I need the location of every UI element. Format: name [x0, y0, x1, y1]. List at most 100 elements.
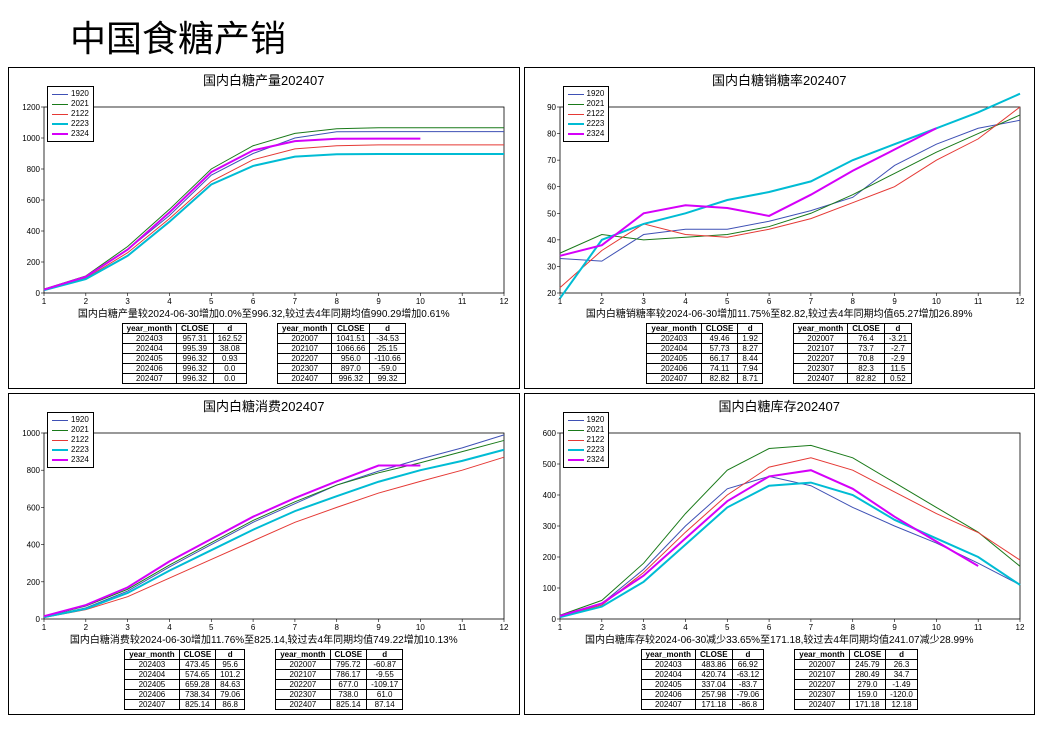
table-row: 202403483.8666.92: [641, 660, 764, 670]
legend-label: 2021: [71, 99, 89, 109]
col-header: CLOSE: [179, 650, 216, 660]
legend-item: 2122: [568, 109, 605, 119]
table-row: 202207279.0-1.49: [795, 680, 918, 690]
col-header: CLOSE: [848, 324, 885, 334]
table-row: 202405659.2884.63: [125, 680, 245, 690]
svg-text:5: 5: [209, 297, 214, 306]
svg-text:10: 10: [416, 623, 425, 632]
col-header: year_month: [278, 324, 332, 334]
table-row: 202207956.0-110.66: [278, 354, 406, 364]
svg-text:400: 400: [27, 227, 41, 236]
legend-label: 2324: [71, 129, 89, 139]
data-tables: year_monthCLOSEd202403473.4595.620240457…: [9, 647, 519, 714]
svg-text:12: 12: [500, 297, 509, 306]
chart-area: 国内白糖产量202407 020040060080010001200123456…: [9, 68, 519, 309]
svg-text:600: 600: [542, 429, 556, 438]
svg-text:12: 12: [1015, 623, 1024, 632]
svg-text:6: 6: [251, 297, 256, 306]
table-row: 20240566.178.44: [647, 354, 763, 364]
data-table: year_monthCLOSEd20240349.461.9220240457.…: [646, 323, 763, 384]
svg-text:11: 11: [458, 623, 467, 632]
svg-text:12: 12: [500, 623, 509, 632]
legend-item: 2223: [568, 119, 605, 129]
data-table: year_monthCLOSEd202403957.31162.52202404…: [122, 323, 247, 384]
legend: 1920 2021 2122 2223 2324: [563, 412, 610, 468]
table-row: 20210773.7-2.7: [793, 344, 911, 354]
col-header: d: [884, 324, 911, 334]
svg-text:5: 5: [725, 623, 730, 632]
legend-label: 2324: [71, 455, 89, 465]
data-table: year_monthCLOSEd20200776.4-3.2120210773.…: [793, 323, 912, 384]
table-row: 202207677.0-109.17: [276, 680, 403, 690]
svg-text:9: 9: [892, 623, 897, 632]
svg-text:3: 3: [641, 623, 646, 632]
legend-label: 1920: [587, 415, 605, 425]
legend-item: 1920: [568, 415, 605, 425]
table-row: 202404995.3938.08: [122, 344, 246, 354]
data-tables: year_monthCLOSEd202403957.31162.52202404…: [9, 321, 519, 388]
col-header: CLOSE: [701, 324, 738, 334]
data-table: year_monthCLOSEd202403473.4595.620240457…: [124, 649, 245, 710]
data-table: year_monthCLOSEd202007795.72-60.87202107…: [275, 649, 403, 710]
col-header: CLOSE: [696, 650, 733, 660]
svg-text:7: 7: [808, 297, 813, 306]
legend-label: 1920: [71, 415, 89, 425]
col-header: CLOSE: [330, 650, 367, 660]
svg-text:6: 6: [251, 623, 256, 632]
chart-area: 国内白糖消费202407 020040060080010001234567891…: [9, 394, 519, 635]
legend-label: 2122: [71, 109, 89, 119]
legend-label: 2021: [71, 425, 89, 435]
col-header: year_month: [125, 650, 179, 660]
svg-text:2: 2: [84, 297, 89, 306]
legend-item: 2324: [52, 455, 89, 465]
table-row: 202406738.3479.06: [125, 690, 245, 700]
table-row: 202407825.1487.14: [276, 700, 403, 710]
svg-text:800: 800: [27, 466, 41, 475]
chart-panel: 国内白糖库存202407 010020030040050060012345678…: [524, 393, 1036, 715]
svg-text:600: 600: [27, 196, 41, 205]
chart-panel: 国内白糖销糖率202407 20304050607080901234567891…: [524, 67, 1036, 389]
legend-label: 2223: [587, 119, 605, 129]
svg-text:2: 2: [599, 623, 604, 632]
svg-text:4: 4: [167, 623, 172, 632]
table-row: 202404420.74-63.12: [641, 670, 764, 680]
table-row: 202307159.0-120.0: [795, 690, 918, 700]
svg-text:200: 200: [27, 258, 41, 267]
svg-text:4: 4: [683, 623, 688, 632]
table-row: 202404574.65101.2: [125, 670, 245, 680]
svg-text:7: 7: [293, 297, 298, 306]
svg-text:1: 1: [42, 297, 47, 306]
svg-text:7: 7: [808, 623, 813, 632]
svg-text:600: 600: [27, 503, 41, 512]
legend: 1920 2021 2122 2223 2324: [47, 412, 94, 468]
svg-text:8: 8: [850, 623, 855, 632]
chart-caption: 国内白糖消费较2024-06-30增加11.76%至825.14,较过去4年同期…: [9, 635, 519, 647]
table-row: 202407825.1486.8: [125, 700, 245, 710]
table-row: 20240674.117.94: [647, 364, 763, 374]
svg-text:500: 500: [542, 460, 556, 469]
legend-item: 2223: [568, 445, 605, 455]
legend-item: 2122: [52, 435, 89, 445]
legend-label: 1920: [71, 89, 89, 99]
svg-text:10: 10: [931, 297, 940, 306]
legend-item: 2223: [52, 119, 89, 129]
svg-text:1000: 1000: [22, 429, 40, 438]
col-header: year_month: [641, 650, 695, 660]
svg-text:3: 3: [125, 297, 130, 306]
col-header: d: [370, 324, 406, 334]
svg-text:11: 11: [974, 623, 983, 632]
legend-label: 2223: [71, 445, 89, 455]
chart-caption: 国内白糖产量较2024-06-30增加0.0%至996.32,较过去4年同期均值…: [9, 309, 519, 321]
legend-label: 2324: [587, 455, 605, 465]
svg-text:5: 5: [209, 623, 214, 632]
svg-text:30: 30: [547, 262, 556, 271]
legend-label: 1920: [587, 89, 605, 99]
svg-text:8: 8: [335, 297, 340, 306]
chart-caption: 国内白糖销糖率较2024-06-30增加11.75%至82.82,较过去4年同期…: [525, 309, 1035, 321]
svg-text:6: 6: [766, 297, 771, 306]
svg-text:9: 9: [892, 297, 897, 306]
col-header: CLOSE: [177, 324, 214, 334]
svg-text:20: 20: [547, 289, 556, 298]
svg-text:300: 300: [542, 522, 556, 531]
table-row: 202007245.7926.3: [795, 660, 918, 670]
